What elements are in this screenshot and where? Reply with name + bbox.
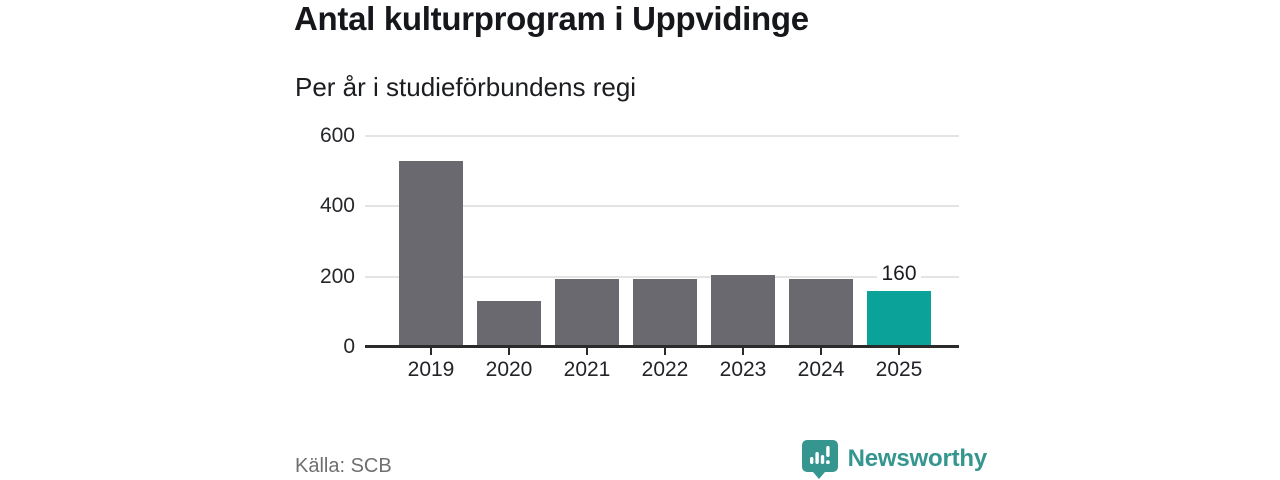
x-axis-tick-2023 (742, 348, 744, 355)
x-axis-label-2022: 2022 (641, 358, 689, 381)
newsworthy-logo-icon (801, 440, 838, 479)
x-axis-label-2019: 2019 (407, 358, 455, 381)
bar-2019 (399, 160, 463, 347)
x-axis-label-2023: 2023 (719, 358, 767, 381)
x-axis-label-2021: 2021 (563, 358, 611, 381)
x-axis-label-2025: 2025 (875, 358, 923, 381)
y-axis-label-0: 0 (343, 335, 355, 358)
y-axis-label-600: 600 (319, 124, 355, 147)
bar-chart-plot: 0 200 400 600 2019 2020 2021 2022 2023 2024 2025 16… (320, 124, 959, 381)
newsworthy-brand-name: Newsworthy (847, 445, 988, 472)
newsworthy-brand: Newsworthy (801, 439, 987, 479)
x-axis-baseline (365, 345, 959, 348)
gridline-400 (365, 205, 959, 208)
y-axis-label-200: 200 (319, 264, 355, 288)
gridline-200 (365, 275, 959, 278)
x-axis-tick-2024 (820, 348, 822, 355)
x-axis-tick-2019 (430, 348, 432, 355)
gridline-600 (365, 135, 959, 137)
x-axis-tick-2022 (664, 348, 666, 355)
y-axis-label-400: 400 (319, 194, 355, 218)
chart-subtitle: Per år i studieförbundens regi (295, 72, 637, 102)
bar-2020 (477, 300, 541, 347)
bar-2024 (789, 278, 853, 347)
bar-2022 (633, 279, 697, 347)
bar-2025 (867, 290, 931, 347)
x-axis-label-2020: 2020 (485, 358, 533, 381)
x-axis-label-2024: 2024 (797, 358, 845, 381)
x-axis-tick-2020 (508, 348, 510, 355)
bar-2023 (711, 274, 775, 347)
bar-2021 (555, 279, 619, 347)
x-axis-tick-2025 (898, 348, 900, 355)
x-axis-tick-2021 (586, 348, 588, 355)
source-caption: Källa: SCB (295, 455, 392, 477)
bar-value-label-2025: 160 (867, 261, 931, 286)
chart-title: Antal kulturprogram i Uppvidinge (294, 0, 809, 37)
